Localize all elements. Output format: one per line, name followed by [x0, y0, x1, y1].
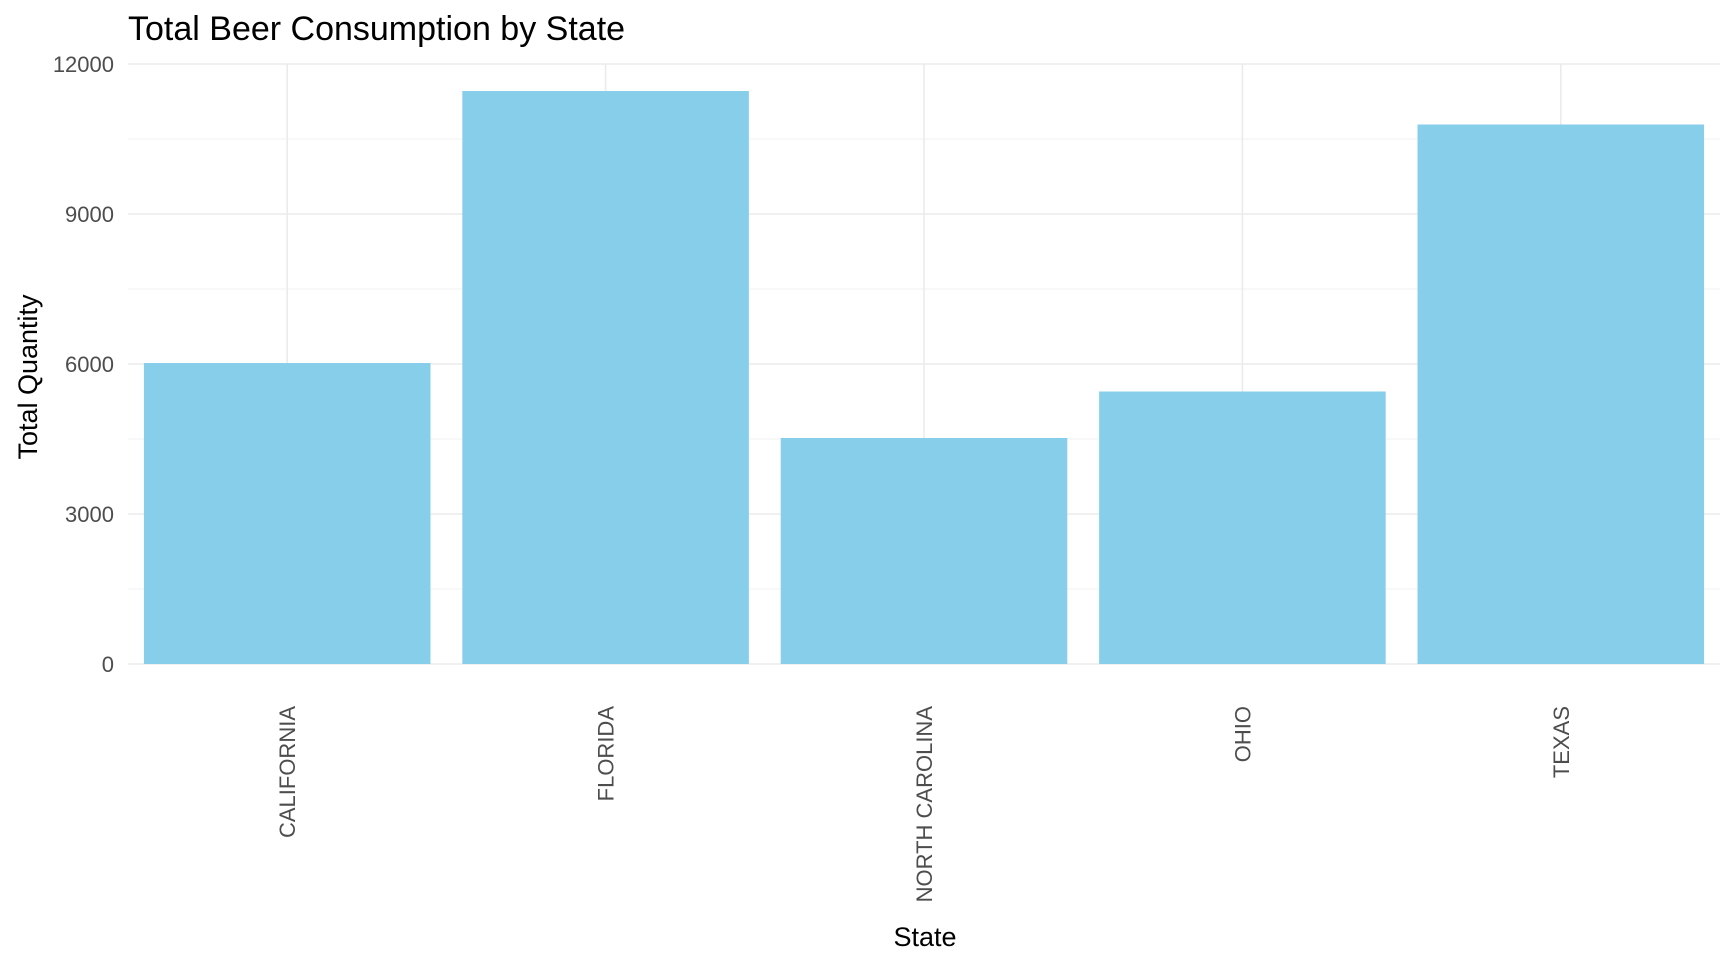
y-tick-label: 9000 — [65, 202, 114, 227]
x-tick-label: OHIO — [1230, 706, 1255, 762]
bar-ohio — [1099, 391, 1386, 664]
y-tick-label: 3000 — [65, 502, 114, 527]
x-tick-label: NORTH CAROLINA — [912, 706, 937, 903]
y-tick-label: 6000 — [65, 352, 114, 377]
x-axis-title: State — [893, 922, 956, 952]
y-axis-title: Total Quantity — [13, 294, 43, 460]
y-axis-ticks: 0 3000 6000 9000 12000 — [53, 52, 114, 677]
chart-title: Total Beer Consumption by State — [128, 10, 625, 48]
y-tick-label: 12000 — [53, 52, 114, 77]
bar-california — [143, 363, 431, 664]
bar-north-carolina — [780, 438, 1068, 664]
x-axis-ticks: CALIFORNIA FLORIDA NORTH CAROLINA OHIO TEXAS — [275, 706, 1574, 903]
bar-texas — [1417, 124, 1705, 664]
y-tick-label: 0 — [102, 652, 114, 677]
bars — [143, 91, 1705, 664]
x-tick-label: CALIFORNIA — [275, 706, 300, 838]
x-tick-label: FLORIDA — [594, 706, 619, 802]
x-tick-label: TEXAS — [1549, 706, 1574, 778]
bar-florida — [462, 91, 749, 664]
